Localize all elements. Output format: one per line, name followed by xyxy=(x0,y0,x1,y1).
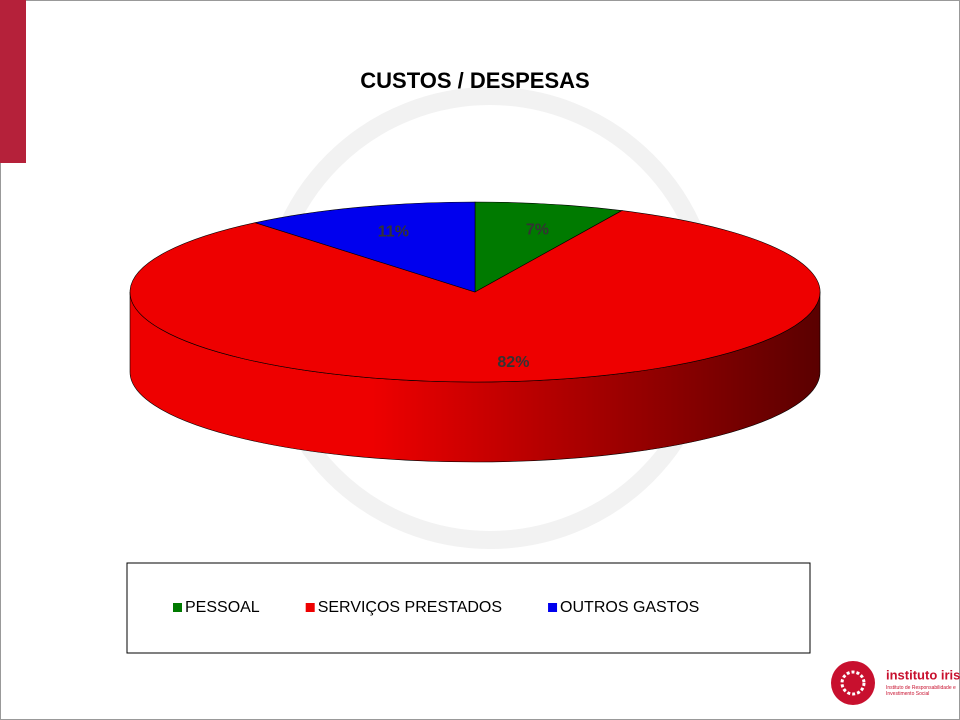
legend-label: OUTROS GASTOS xyxy=(560,599,699,616)
slice xyxy=(129,210,821,383)
accent-bar xyxy=(0,0,26,163)
logo-tagline-box: Instituto de Responsabilidade e Investim… xyxy=(886,685,956,697)
slice xyxy=(253,201,476,293)
legend-swatch xyxy=(173,603,182,612)
logo-tagline: Instituto de Responsabilidade e Investim… xyxy=(886,685,956,697)
data-label: 7% xyxy=(526,221,549,238)
legend-swatch xyxy=(305,603,315,612)
legend-label: PESSOAL xyxy=(185,599,260,616)
logo-mark-inner xyxy=(840,670,866,696)
legend-label: SERVIÇOS PRESTADOS xyxy=(318,599,502,616)
data-label: 11% xyxy=(378,224,409,241)
legend-box xyxy=(126,562,811,654)
pie: 7% 82% 11% xyxy=(129,201,821,463)
data-label: 82% xyxy=(497,354,529,371)
logo-name: instituto iris xyxy=(886,667,960,682)
legend: PESSOAL SERVIÇOS PRESTADOS OUTROS GASTOS xyxy=(173,599,699,616)
chart-title: CUSTOS / DESPESAS xyxy=(360,68,589,93)
logo-mark xyxy=(831,661,875,705)
logo: instituto iris Instituto de Responsabili… xyxy=(831,661,960,705)
legend-swatch xyxy=(548,603,558,612)
slice xyxy=(474,201,623,293)
